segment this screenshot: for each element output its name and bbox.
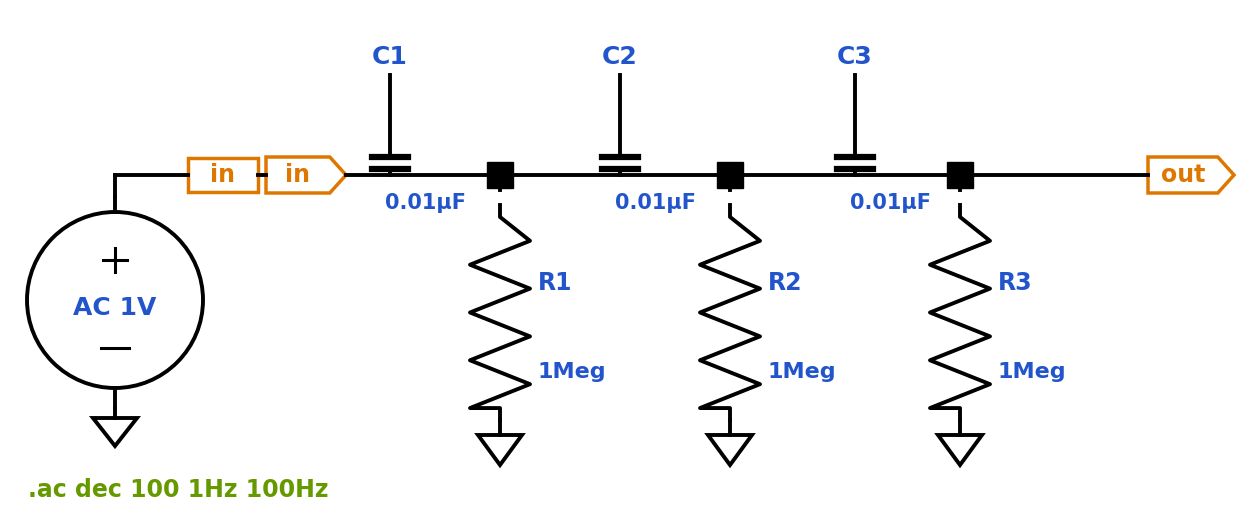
Text: R1: R1	[537, 270, 572, 295]
Bar	[717, 162, 743, 188]
Text: 0.01μF: 0.01μF	[850, 193, 932, 213]
FancyBboxPatch shape	[188, 158, 258, 192]
Text: C3: C3	[837, 45, 873, 69]
Text: 0.01μF: 0.01μF	[615, 193, 696, 213]
Text: 1Meg: 1Meg	[768, 363, 837, 382]
Text: in: in	[286, 163, 311, 187]
Text: out: out	[1161, 163, 1205, 187]
Text: in: in	[211, 163, 236, 187]
Text: C1: C1	[372, 45, 408, 69]
Bar	[946, 162, 973, 188]
Text: 0.01μF: 0.01μF	[385, 193, 466, 213]
Text: R2: R2	[768, 270, 803, 295]
Text: AC 1V: AC 1V	[74, 296, 157, 320]
Text: .ac dec 100 1Hz 100Hz: .ac dec 100 1Hz 100Hz	[27, 478, 328, 502]
Text: 1Meg: 1Meg	[537, 363, 606, 382]
Bar	[488, 162, 513, 188]
Text: 1Meg: 1Meg	[998, 363, 1066, 382]
Text: R3: R3	[998, 270, 1033, 295]
Text: C2: C2	[602, 45, 638, 69]
